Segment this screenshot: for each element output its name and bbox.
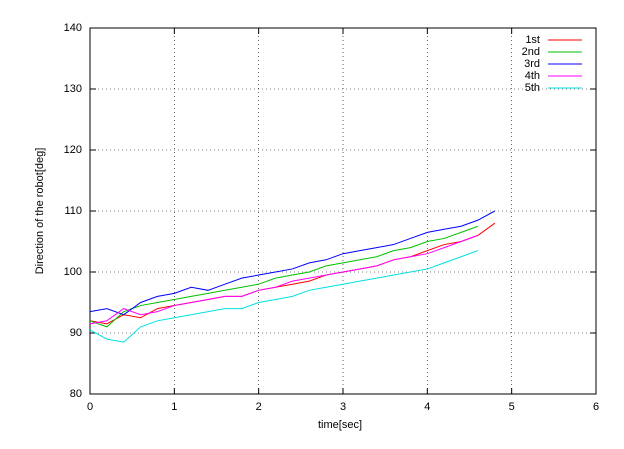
y-axis-label: Direction of the robot[deg]	[34, 148, 46, 275]
plot-frame	[89, 27, 597, 395]
legend-label: 5th	[525, 82, 540, 94]
x-tick-label: 6	[593, 401, 599, 413]
x-tick-label: 4	[424, 401, 430, 413]
series-line	[89, 222, 496, 325]
legend-label: 3rd	[524, 58, 540, 70]
y-tick-label: 110	[64, 205, 82, 217]
x-axis-label: time[sec]	[318, 419, 362, 431]
x-tick-label: 2	[256, 401, 262, 413]
legend-label: 1st	[525, 34, 540, 46]
x-tick-label: 3	[340, 401, 346, 413]
series-line	[89, 250, 479, 343]
legend-label: 2nd	[522, 46, 540, 58]
y-tick-label: 140	[64, 22, 82, 34]
y-tick-label: 90	[70, 327, 82, 339]
y-tick-label: 120	[64, 144, 82, 156]
series-line	[89, 234, 479, 325]
x-tick-label: 1	[171, 401, 177, 413]
legend-label: 4th	[525, 70, 540, 82]
series-line	[89, 210, 496, 316]
y-tick-label: 100	[64, 266, 82, 278]
x-tick-label: 5	[509, 401, 515, 413]
y-tick-label: 80	[70, 388, 82, 400]
y-tick-label: 130	[64, 83, 82, 95]
series-line	[89, 225, 479, 328]
x-tick-label: 0	[87, 401, 93, 413]
